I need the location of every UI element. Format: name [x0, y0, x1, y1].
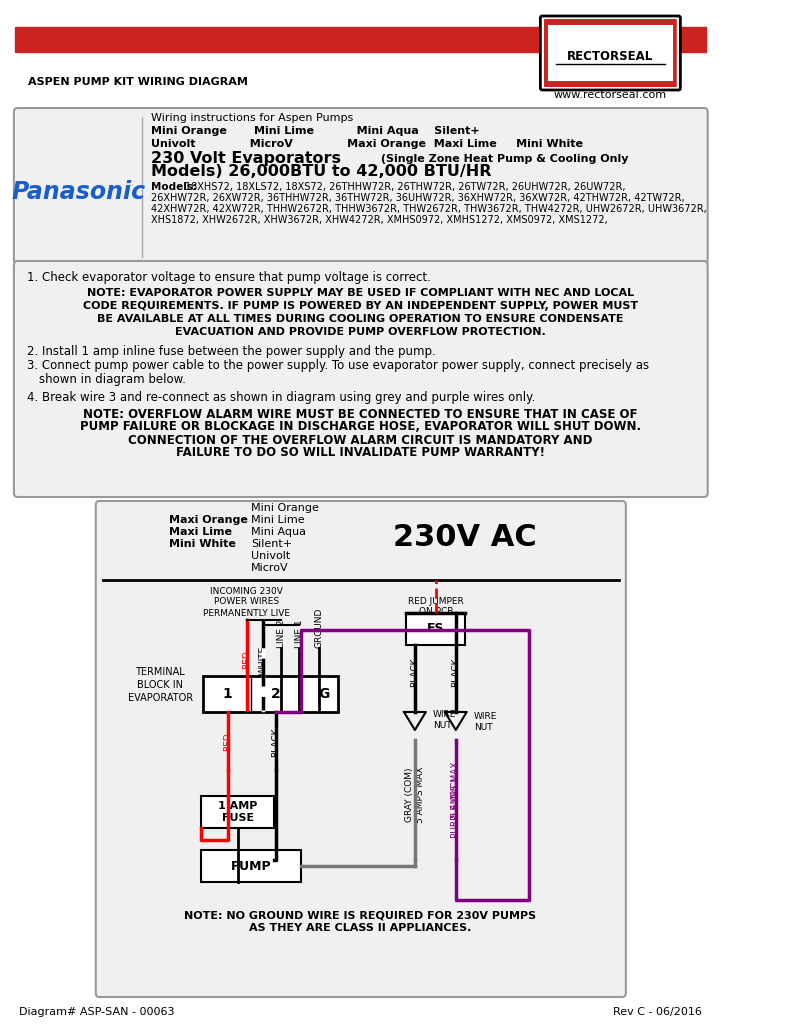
Text: FS: FS	[427, 623, 445, 636]
Text: GRAY (COM)
5 AMPS MAX: GRAY (COM) 5 AMPS MAX	[405, 767, 425, 823]
Text: ASPEN PUMP KIT WIRING DIAGRAM: ASPEN PUMP KIT WIRING DIAGRAM	[28, 77, 248, 87]
Text: CODE REQUIREMENTS. IF PUMP IS POWERED BY AN INDEPENDENT SUPPLY, POWER MUST: CODE REQUIREMENTS. IF PUMP IS POWERED BY…	[83, 301, 638, 311]
FancyBboxPatch shape	[14, 261, 708, 497]
Text: 2: 2	[271, 687, 281, 701]
Text: AS THEY ARE CLASS II APPLIANCES.: AS THEY ARE CLASS II APPLIANCES.	[249, 923, 471, 933]
Text: G: G	[318, 687, 330, 701]
Text: NOTE: EVAPORATOR POWER SUPPLY MAY BE USED IF COMPLIANT WITH NEC AND LOCAL: NOTE: EVAPORATOR POWER SUPPLY MAY BE USE…	[87, 288, 634, 298]
FancyBboxPatch shape	[540, 16, 680, 90]
Text: Panasonic: Panasonic	[11, 180, 146, 204]
Text: Mini Orange: Mini Orange	[252, 503, 319, 513]
Text: 26XHW72R, 26XW72R, 36THHW72R, 36THW72R, 36UHW72R, 36XHW72R, 36XW72R, 42THW72R, 4: 26XHW72R, 26XW72R, 36THHW72R, 36THW72R, …	[151, 193, 685, 203]
Text: Wiring instructions for Aspen Pumps: Wiring instructions for Aspen Pumps	[151, 113, 354, 123]
Text: Maxi Orange: Maxi Orange	[169, 515, 248, 525]
Text: PERMANENTLY LIVE: PERMANENTLY LIVE	[203, 609, 290, 618]
Text: GROUND: GROUND	[315, 607, 324, 648]
Text: Mini Lime: Mini Lime	[252, 515, 305, 525]
Text: Mini Aqua: Mini Aqua	[252, 527, 306, 537]
Bar	[548, 26, 672, 80]
Text: BLACK: BLACK	[411, 657, 419, 687]
Text: 1 AMP
FUSE: 1 AMP FUSE	[218, 801, 257, 823]
FancyBboxPatch shape	[14, 108, 708, 264]
Text: RED JUMPER: RED JUMPER	[408, 597, 464, 605]
Text: Rev C - 06/2016: Rev C - 06/2016	[613, 1007, 702, 1017]
Text: www.rectorseal.com: www.rectorseal.com	[554, 90, 667, 100]
Text: NOTE: OVERFLOW ALARM WIRE MUST BE CONNECTED TO ENSURE THAT IN CASE OF: NOTE: OVERFLOW ALARM WIRE MUST BE CONNEC…	[83, 408, 638, 421]
Text: LINE 1: LINE 1	[295, 620, 304, 648]
Text: CONNECTION OF THE OVERFLOW ALARM CIRCUIT IS MANDATORY AND: CONNECTION OF THE OVERFLOW ALARM CIRCUIT…	[128, 433, 592, 446]
Text: Maxi Lime: Maxi Lime	[169, 527, 233, 537]
Text: Univolt              MicroV              Maxi Orange  Maxi Lime     Mini White: Univolt MicroV Maxi Orange Maxi Lime Min…	[151, 139, 583, 150]
Text: WHITE: WHITE	[259, 645, 267, 675]
Text: 2. Install 1 amp inline fuse between the power supply and the pump.: 2. Install 1 amp inline fuse between the…	[27, 344, 435, 357]
Text: 18XHS72, 18XLS72, 18XS72, 26THHW72R, 26THW72R, 26TW72R, 26UHW72R, 26UW72R,: 18XHS72, 18XLS72, 18XS72, 26THHW72R, 26T…	[185, 182, 626, 193]
Text: shown in diagram below.: shown in diagram below.	[40, 373, 186, 385]
Text: PUMP: PUMP	[231, 859, 271, 872]
Text: RED: RED	[242, 650, 252, 670]
Text: WIRE
NUT: WIRE NUT	[474, 713, 498, 732]
Text: 5 AMPS MAX: 5 AMPS MAX	[452, 762, 460, 818]
Text: RECTORSEAL: RECTORSEAL	[567, 50, 653, 63]
Bar	[201, 796, 274, 828]
Text: INCOMING 230V: INCOMING 230V	[210, 588, 283, 597]
Text: Univolt: Univolt	[252, 551, 290, 561]
Text: Mini White: Mini White	[169, 539, 237, 549]
Text: RED: RED	[223, 732, 232, 752]
Text: MicroV: MicroV	[252, 563, 289, 573]
Text: BE AVAILABLE AT ALL TIMES DURING COOLING OPERATION TO ENSURE CONDENSATE: BE AVAILABLE AT ALL TIMES DURING COOLING…	[97, 314, 623, 324]
Text: XHS1872, XHW2672R, XHW3672R, XHW4272R, XMHS0972, XMHS1272, XMS0972, XMS1272,: XHS1872, XHW2672R, XHW3672R, XHW4272R, X…	[151, 215, 608, 225]
Text: PURPLE (N/C): PURPLE (N/C)	[452, 778, 460, 838]
FancyBboxPatch shape	[544, 19, 677, 87]
Text: PUMP FAILURE OR BLOCKAGE IN DISCHARGE HOSE, EVAPORATOR WILL SHUT DOWN.: PUMP FAILURE OR BLOCKAGE IN DISCHARGE HO…	[80, 421, 641, 433]
Text: 4. Break wire 3 and re-connect as shown in diagram using grey and purple wires o: 4. Break wire 3 and re-connect as shown …	[27, 390, 535, 403]
Text: POWER WIRES: POWER WIRES	[214, 597, 279, 606]
Text: (Single Zone Heat Pump & Cooling Only: (Single Zone Heat Pump & Cooling Only	[377, 154, 628, 164]
Text: 1. Check evaporator voltage to ensure that pump voltage is correct.: 1. Check evaporator voltage to ensure th…	[27, 271, 430, 285]
Text: 230 Volt Evaporators: 230 Volt Evaporators	[151, 152, 341, 167]
Text: Mini Orange       Mini Lime           Mini Aqua    Silent+: Mini Orange Mini Lime Mini Aqua Silent+	[151, 126, 480, 136]
Text: BLACK: BLACK	[271, 727, 280, 757]
Text: Silent+: Silent+	[252, 539, 293, 549]
Text: ON PCB: ON PCB	[418, 606, 453, 615]
Text: EVACUATION AND PROVIDE PUMP OVERFLOW PROTECTION.: EVACUATION AND PROVIDE PUMP OVERFLOW PRO…	[175, 327, 546, 337]
Bar	[15, 27, 706, 52]
Bar	[203, 676, 338, 712]
Text: 42XHW72R, 42XW72R, THHW2672R, THHW3672R, THW2672R, THW3672R, THW4272R, UHW2672R,: 42XHW72R, 42XW72R, THHW2672R, THHW3672R,…	[151, 204, 707, 214]
Text: 230V AC: 230V AC	[393, 523, 537, 553]
Text: Diagram# ASP-SAN - 00063: Diagram# ASP-SAN - 00063	[19, 1007, 175, 1017]
Bar	[406, 613, 465, 645]
Text: Models:: Models:	[151, 182, 197, 193]
Text: FAILURE TO DO SO WILL INVALIDATE PUMP WARRANTY!: FAILURE TO DO SO WILL INVALIDATE PUMP WA…	[176, 446, 545, 460]
Text: Models) 26,000BTU to 42,000 BTU/HR: Models) 26,000BTU to 42,000 BTU/HR	[151, 165, 492, 179]
Text: BLACK: BLACK	[452, 657, 460, 687]
Text: TERMINAL
BLOCK IN
EVAPORATOR: TERMINAL BLOCK IN EVAPORATOR	[127, 667, 193, 703]
Text: 1: 1	[223, 687, 233, 701]
Bar	[201, 850, 301, 882]
Text: LINE 2: LINE 2	[277, 620, 286, 648]
FancyBboxPatch shape	[96, 501, 626, 997]
Text: WIRE
NUT: WIRE NUT	[433, 711, 456, 730]
Text: NOTE: NO GROUND WIRE IS REQUIRED FOR 230V PUMPS: NOTE: NO GROUND WIRE IS REQUIRED FOR 230…	[184, 910, 536, 920]
Text: 3. Connect pump power cable to the power supply. To use evaporator power supply,: 3. Connect pump power cable to the power…	[27, 359, 649, 373]
